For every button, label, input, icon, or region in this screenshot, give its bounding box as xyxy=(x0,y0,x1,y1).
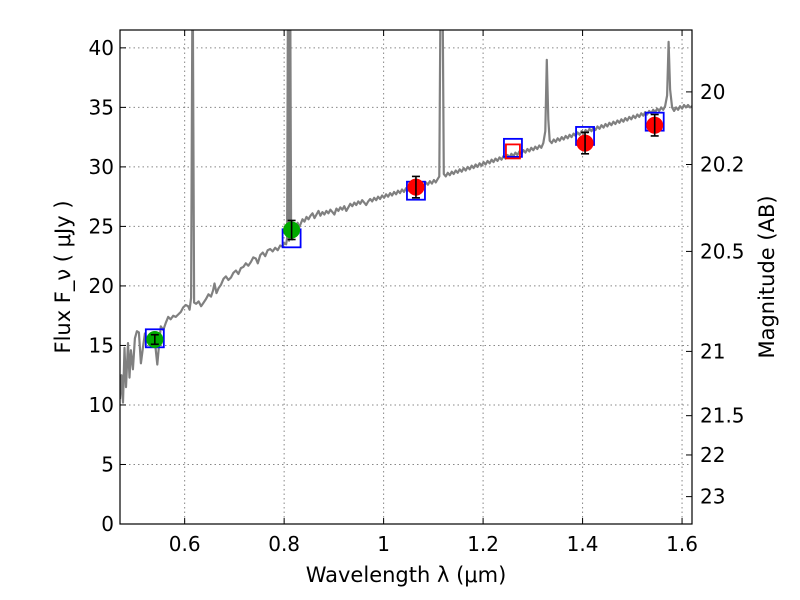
x-tick-label: 1.2 xyxy=(467,532,499,556)
x-tick-label: 1.6 xyxy=(666,532,698,556)
excluded-point-marker xyxy=(505,143,521,160)
ticks xyxy=(120,30,692,525)
right-axis-tick-label: 20 xyxy=(700,80,725,104)
right-axis-tick-label: 20.2 xyxy=(700,153,745,177)
y-tick-label: 40 xyxy=(89,36,114,60)
y-tick-label: 30 xyxy=(89,155,114,179)
model-photometry-square xyxy=(503,137,523,158)
x-tick-label: 0.6 xyxy=(169,532,201,556)
x-tick-label: 1 xyxy=(377,532,390,556)
markers-layer xyxy=(144,111,665,349)
right-axis-tick-label: 21.5 xyxy=(700,404,745,428)
right-axis-tick-label: 20.5 xyxy=(700,239,745,263)
right-axis-tick-label: 23 xyxy=(700,485,725,509)
x-tick-label: 0.8 xyxy=(268,532,300,556)
right-axis-label: Magnitude (AB) xyxy=(755,195,779,358)
y-axis-label: Flux F_ν ( μJy ) xyxy=(51,200,76,353)
y-tick-label: 5 xyxy=(101,452,114,476)
right-axis-tick-label: 21 xyxy=(700,339,725,363)
right-axis-tick-label: 22 xyxy=(700,443,725,467)
y-tick-label: 20 xyxy=(89,274,114,298)
tick-labels: 0.6 0.8 1 1.2 1.4 1.6 0 5 10 15 20 25 30 35 40 20 20.2 20… xyxy=(89,36,745,556)
y-tick-label: 0 xyxy=(101,512,114,536)
x-axis-label: Wavelength λ (μm) xyxy=(306,563,507,587)
y-tick-label: 35 xyxy=(89,95,114,119)
y-tick-label: 10 xyxy=(89,393,114,417)
y-tick-label: 25 xyxy=(89,214,114,238)
y-tick-label: 15 xyxy=(89,333,114,357)
x-tick-label: 1.4 xyxy=(567,532,599,556)
plot-frame xyxy=(119,29,693,525)
